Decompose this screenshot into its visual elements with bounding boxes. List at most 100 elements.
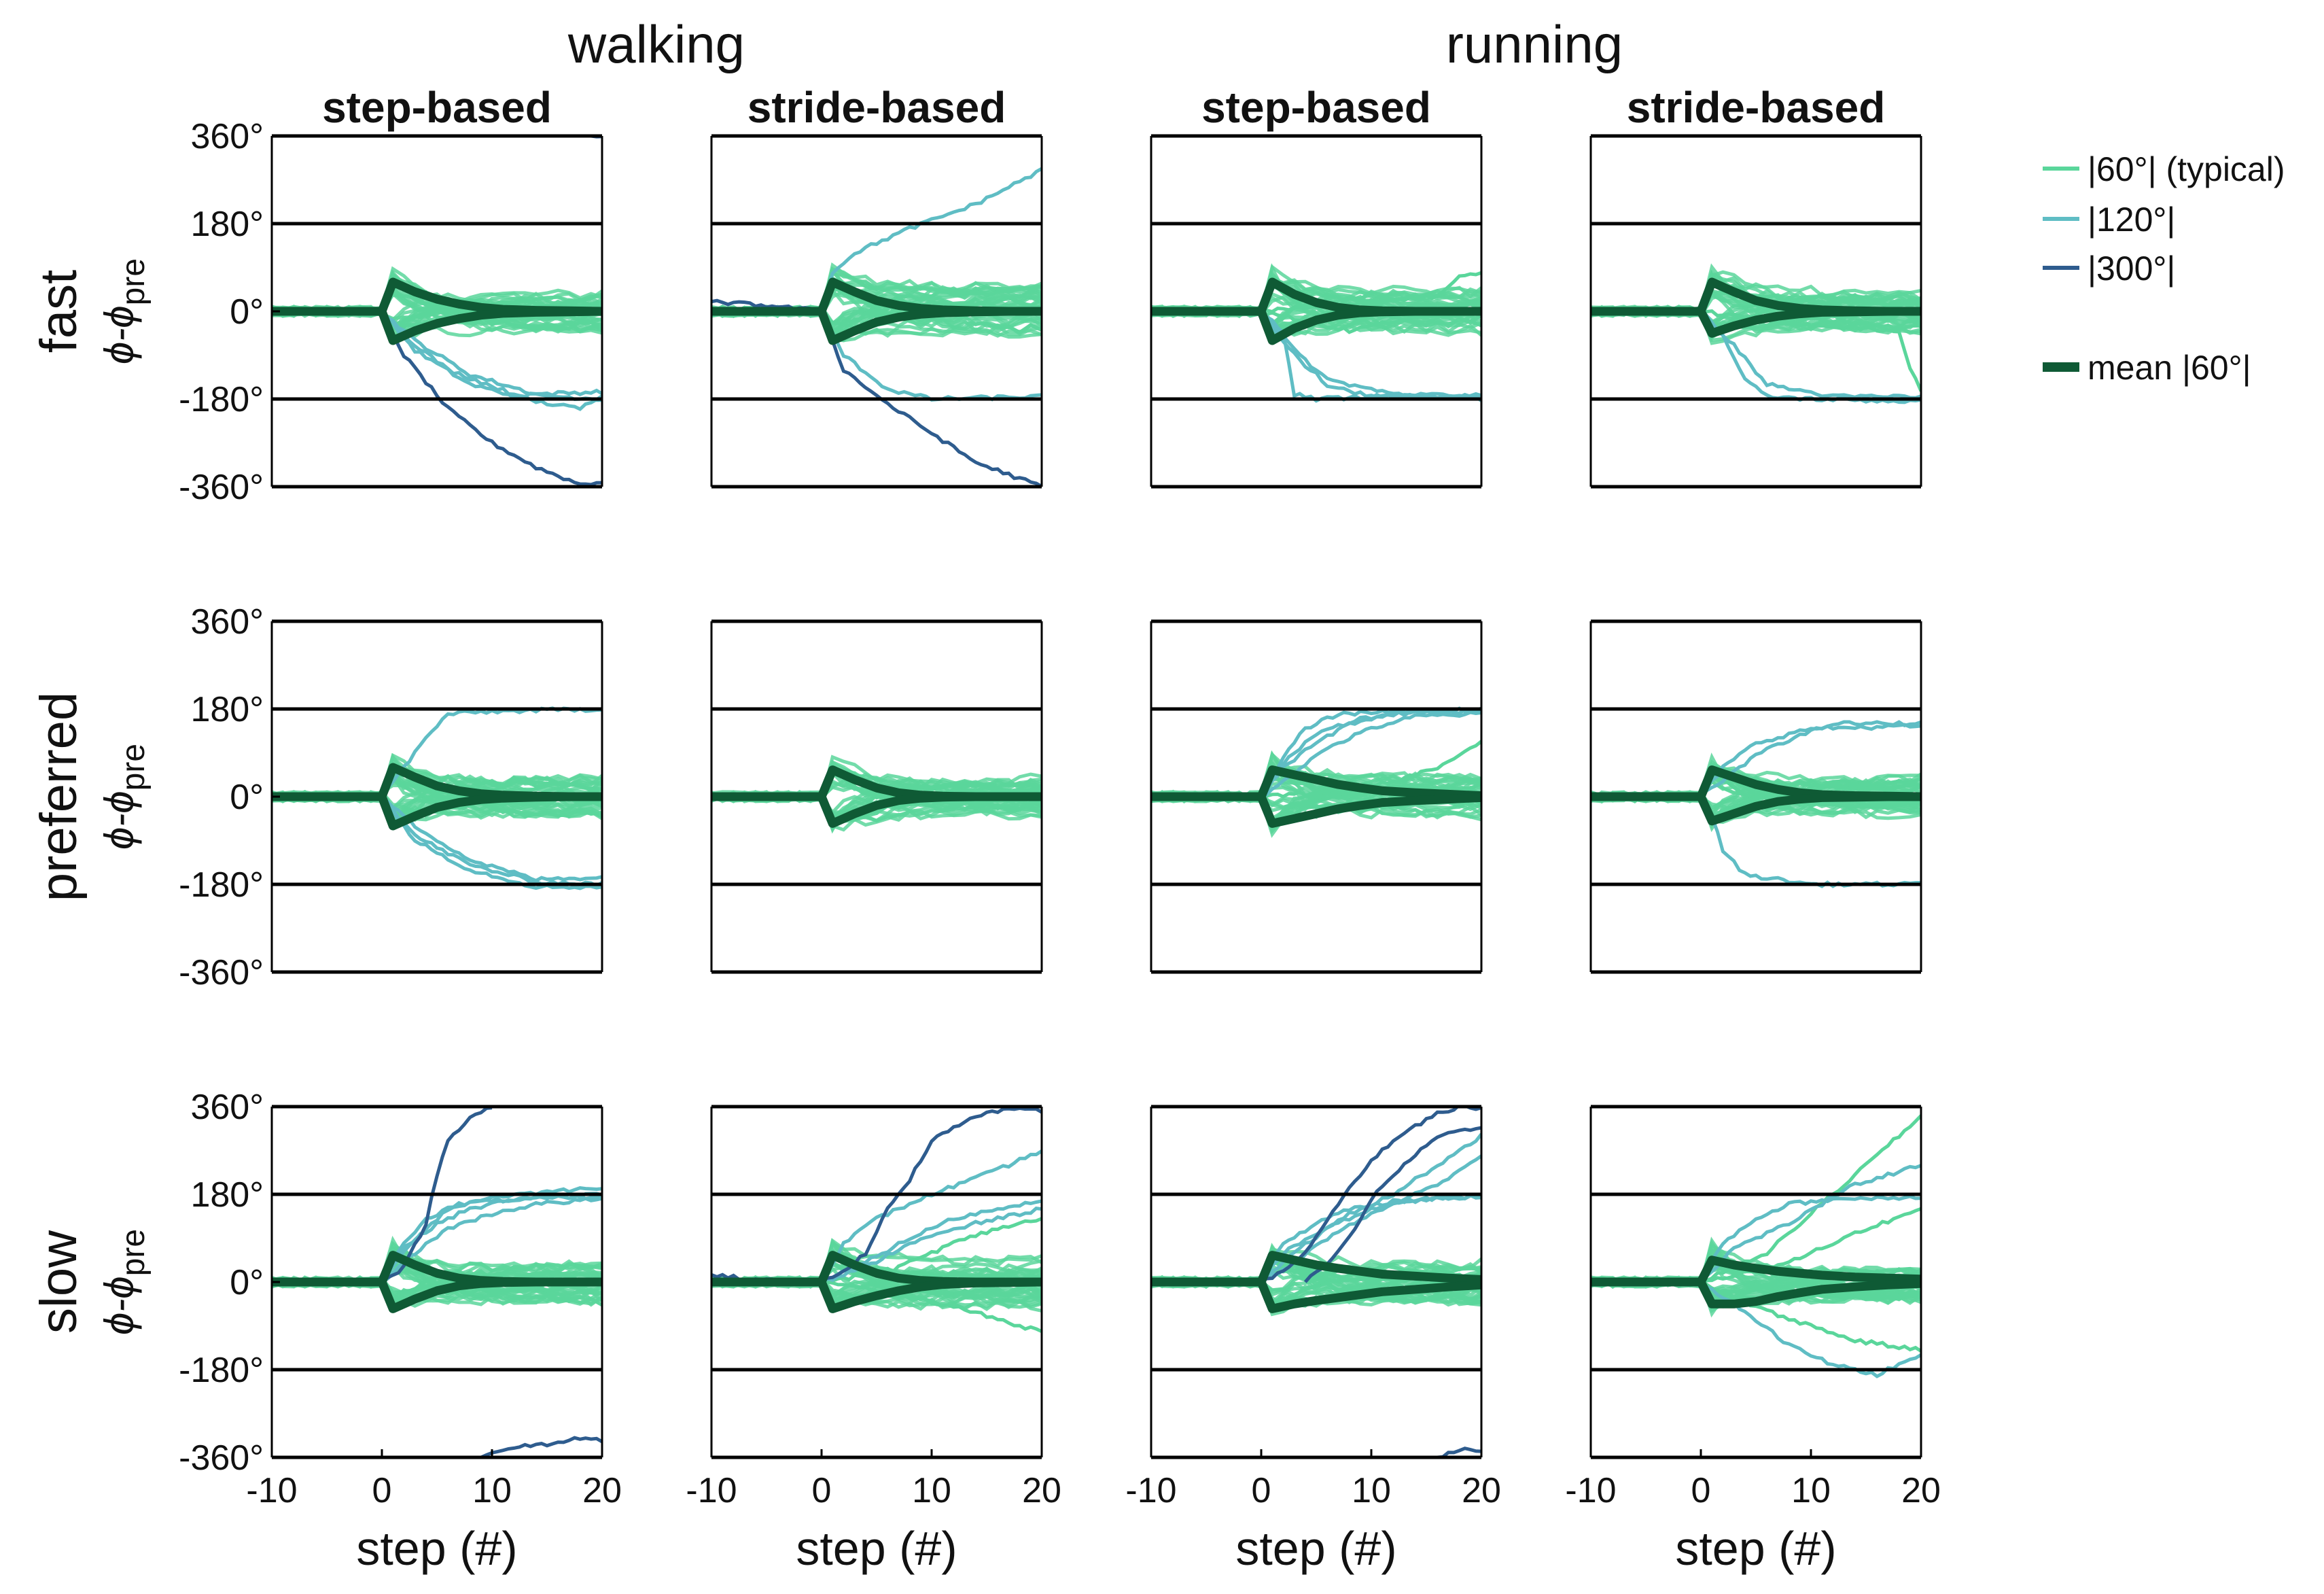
trace-120 <box>272 309 602 411</box>
trace-120 <box>711 1206 1042 1284</box>
legend-label-120: |120°| <box>2088 201 2175 239</box>
plot-area <box>272 706 602 890</box>
y-tick-label: -180° <box>179 380 264 419</box>
panel-slow-running-step-based <box>1150 1105 1483 1459</box>
y-tick-label: -180° <box>179 1351 264 1390</box>
typical-60-outlier-trace <box>711 1217 1042 1284</box>
typical-60-outlier-trace <box>1151 271 1481 314</box>
panel-fast-running-step-based <box>1150 134 1483 489</box>
trace-120 <box>272 795 602 888</box>
x-tick-label: 20 <box>582 1471 622 1510</box>
plot-area <box>1151 1107 1481 1457</box>
trace-120 <box>711 167 1042 313</box>
plot-area <box>1151 706 1481 838</box>
x-tick-label: 0 <box>1691 1471 1711 1510</box>
plot-area <box>711 167 1042 487</box>
x-tick-labels-col4: -10 0 10 20 <box>1565 1471 1941 1510</box>
trace-120 <box>1151 309 1481 402</box>
x-axis-label-col3: step (#) <box>1235 1522 1396 1575</box>
panel-preferred-walking-stride-based <box>710 619 1043 974</box>
plot-area <box>1151 263 1481 403</box>
x-tick-label: 10 <box>912 1471 951 1510</box>
trace-120 <box>1151 708 1481 799</box>
panel-preferred-walking-step-based <box>270 619 603 974</box>
y-tick-label: 0° <box>230 1263 264 1302</box>
y-tick-label: -360° <box>179 953 264 992</box>
panels <box>270 134 1922 1459</box>
panel-preferred-running-stride-based <box>1589 619 1922 974</box>
plot-area <box>272 1107 602 1457</box>
x-tick-label: 0 <box>812 1471 832 1510</box>
x-tick-label: 10 <box>1791 1471 1831 1510</box>
x-tick-label: 20 <box>1462 1471 1501 1510</box>
plot-area <box>1591 1114 1921 1379</box>
y-tick-label: 0° <box>230 292 264 332</box>
x-tick-label: 0 <box>1252 1471 1271 1510</box>
mean-60-upper <box>1151 1251 1481 1287</box>
mean-60-lower <box>272 792 602 831</box>
x-tick-label: -10 <box>686 1471 737 1510</box>
x-tick-label: 10 <box>472 1471 512 1510</box>
plot-area <box>711 1107 1042 1333</box>
y-tick-label: 180° <box>190 690 264 729</box>
trace-120 <box>272 1196 602 1284</box>
y-tick-label: 360° <box>190 117 264 156</box>
y-tick-labels-fast: 360° 180° 0° -180° -360° <box>179 117 264 507</box>
trace-120 <box>272 1186 602 1284</box>
trace-120 <box>1591 1164 1921 1284</box>
x-tick-label: -10 <box>246 1471 297 1510</box>
mean-60-lower <box>1591 307 1921 338</box>
y-tick-label: 0° <box>230 778 264 817</box>
x-tick-labels-col2: -10 0 10 20 <box>686 1471 1061 1510</box>
legend-label-300: |300°| <box>2088 249 2175 288</box>
x-tick-label: 20 <box>1901 1471 1941 1510</box>
y-tick-label: -360° <box>179 468 264 507</box>
trace-120 <box>272 1193 602 1284</box>
typical-60-outlier-trace <box>1151 309 1481 334</box>
x-tick-labels-col3: -10 0 10 20 <box>1125 1471 1501 1510</box>
panel-fast-walking-stride-based <box>710 134 1043 489</box>
row-label-fast: fast <box>30 270 88 353</box>
panel-fast-walking-step-based <box>270 134 603 489</box>
column-title-running-stride: stride-based <box>1627 83 1886 132</box>
x-tick-label: 0 <box>372 1471 392 1510</box>
mean-60-lower <box>1151 792 1481 828</box>
x-tick-label: 10 <box>1352 1471 1391 1510</box>
y-tick-label: -180° <box>179 865 264 905</box>
x-tick-label: -10 <box>1565 1471 1616 1510</box>
trace-120 <box>272 795 602 890</box>
mean-60-lower <box>272 1277 602 1313</box>
typical-60-outlier-trace <box>711 1280 1042 1333</box>
column-title-walking-step: step-based <box>322 83 552 132</box>
group-title-walking: walking <box>567 14 745 74</box>
x-axis-label-col1: step (#) <box>356 1522 517 1575</box>
y-tick-labels-preferred: 360° 180° 0° -180° -360° <box>179 602 264 992</box>
mean-60-lower <box>711 307 1042 345</box>
trace-120 <box>1591 720 1921 799</box>
x-axis-label-col2: step (#) <box>796 1522 957 1575</box>
trace-300 <box>1303 1126 1481 1283</box>
y-tick-label: 180° <box>190 1175 264 1215</box>
panel-slow-running-stride-based <box>1589 1105 1922 1459</box>
trace-120 <box>272 795 602 883</box>
trace-120 <box>1591 1194 1921 1284</box>
legend-label-60: |60°| (typical) <box>2088 150 2285 188</box>
x-axis-label-col4: step (#) <box>1675 1522 1836 1575</box>
typical-60-outlier-trace <box>1591 1280 1921 1353</box>
panel-fast-running-stride-based <box>1589 134 1922 489</box>
trace-120 <box>1591 723 1921 799</box>
trace-120 <box>272 309 602 398</box>
trace-300 <box>480 1436 602 1457</box>
y-axis-label-preferred: ϕ-ϕpre <box>96 744 152 850</box>
mean-60-lower <box>1591 792 1921 826</box>
row-label-preferred: preferred <box>30 692 88 901</box>
plot-area <box>272 136 602 487</box>
y-tick-labels-slow: 360° 180° 0° -180° -360° <box>179 1088 264 1478</box>
column-title-running-step: step-based <box>1201 83 1431 132</box>
mean-60-lower <box>711 1277 1042 1313</box>
plot-area <box>711 755 1042 834</box>
panel-slow-walking-step-based <box>270 1105 603 1459</box>
x-tick-labels-col1: -10 0 10 20 <box>246 1471 622 1510</box>
trace-120 <box>1151 1193 1481 1284</box>
